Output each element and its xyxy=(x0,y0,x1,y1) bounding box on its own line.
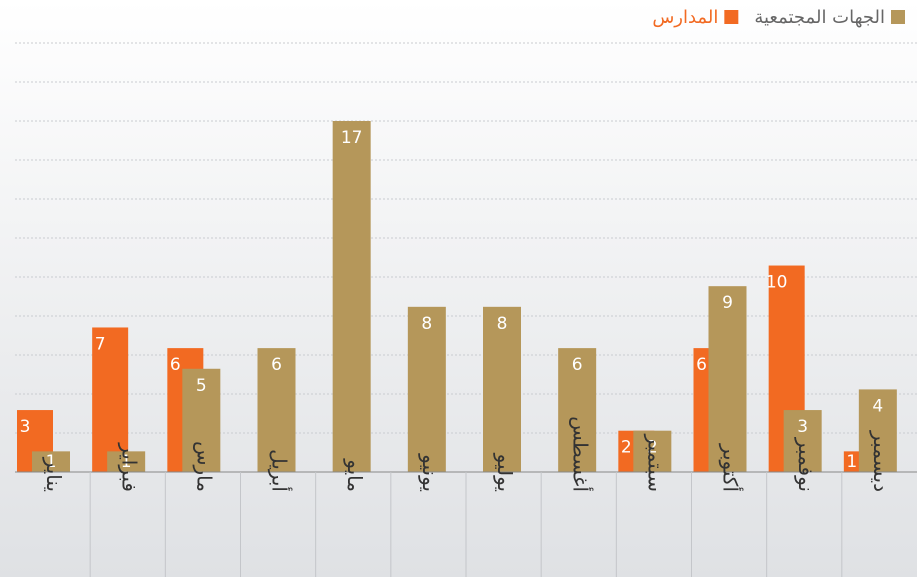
bar xyxy=(708,286,747,472)
bar xyxy=(558,348,597,472)
legend-swatch xyxy=(724,10,739,24)
x-tick-label: يناير xyxy=(42,457,66,492)
value-label: 7 xyxy=(95,334,106,354)
x-tick-label: يوليو xyxy=(493,453,517,492)
value-label: 1 xyxy=(121,452,132,472)
value-label: 1 xyxy=(46,452,57,472)
value-label: 8 xyxy=(497,314,508,334)
bar xyxy=(483,306,521,472)
x-tick-label: سبتمبر xyxy=(643,434,667,492)
x-tick-label: مارس xyxy=(192,441,216,492)
x-tick-label: أغسطس xyxy=(568,416,593,492)
value-label: 17 xyxy=(341,128,363,148)
value-label: 5 xyxy=(196,376,207,396)
x-tick-label: نوفمبر xyxy=(794,437,818,492)
bar xyxy=(633,430,672,472)
legend-label: المدارس xyxy=(652,7,718,28)
x-tick-label: أكتوبر xyxy=(719,443,744,492)
bar xyxy=(182,368,221,472)
bar xyxy=(32,451,70,472)
value-label: 6 xyxy=(170,355,181,375)
value-label: 3 xyxy=(797,417,808,437)
bar xyxy=(257,348,296,472)
value-label: 3 xyxy=(20,417,31,437)
legend-label: الجهات المجتمعية xyxy=(754,7,885,28)
x-tick-label: يونيو xyxy=(418,453,442,492)
legend-swatch xyxy=(891,10,905,24)
value-label: 4 xyxy=(872,396,883,416)
value-label: 10 xyxy=(766,273,788,293)
bar xyxy=(92,327,129,472)
x-tick-label: أبريل xyxy=(268,449,293,492)
value-label: 2 xyxy=(647,438,658,458)
bar xyxy=(407,306,446,472)
x-tick-label: فبراير xyxy=(117,442,141,492)
value-label: 6 xyxy=(572,355,583,375)
bar xyxy=(783,410,822,472)
bar xyxy=(107,451,146,472)
bar xyxy=(332,121,371,472)
x-tick-label: ديسمبر xyxy=(869,430,893,492)
value-label: 6 xyxy=(271,355,282,375)
x-tick-label: مايو xyxy=(343,458,367,492)
bar xyxy=(858,389,897,472)
value-label: 6 xyxy=(696,355,707,375)
value-label: 8 xyxy=(421,314,432,334)
value-label: 2 xyxy=(621,438,632,458)
value-label: 9 xyxy=(722,293,733,313)
value-label: 1 xyxy=(846,452,857,472)
